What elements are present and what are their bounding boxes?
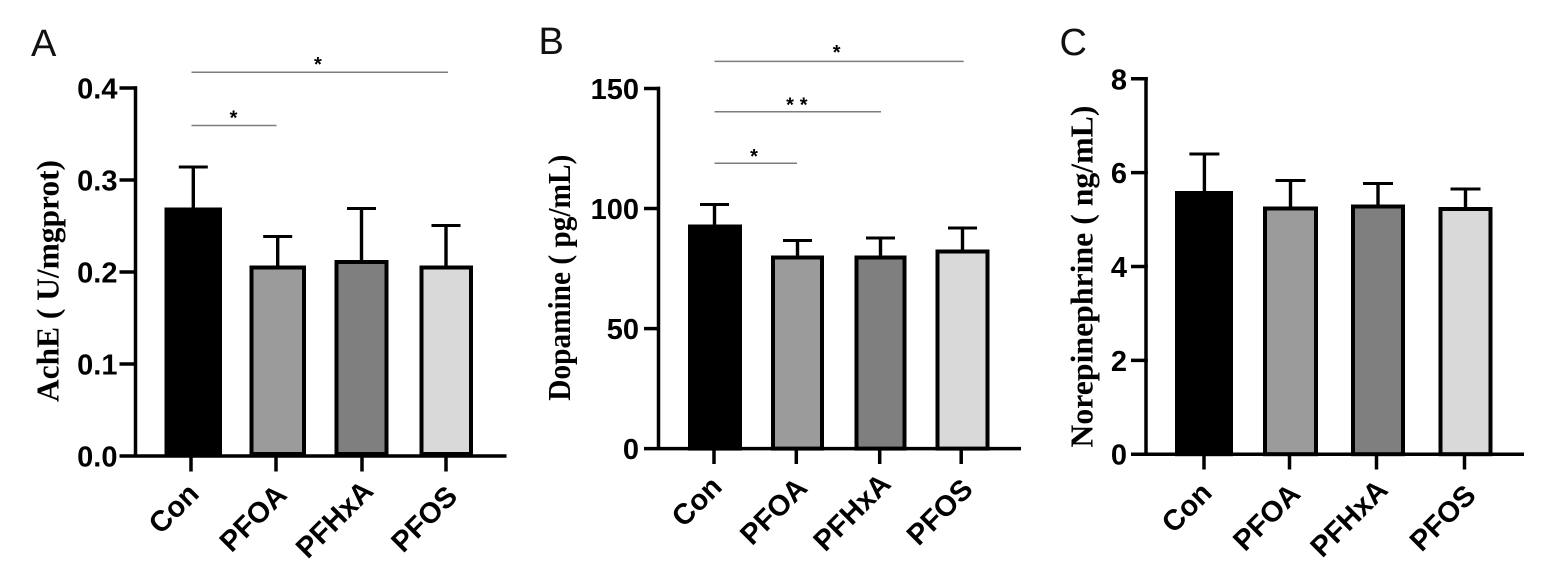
svg-text:*: * <box>230 108 238 130</box>
svg-text:8: 8 <box>1111 64 1127 96</box>
svg-text:*: * <box>786 94 794 116</box>
svg-text:0: 0 <box>1111 440 1127 472</box>
svg-text:50: 50 <box>607 314 639 346</box>
svg-text:*: * <box>314 54 322 76</box>
svg-text:2: 2 <box>1111 346 1127 378</box>
svg-text:Norepinephrine ( ng/mL): Norepinephrine ( ng/mL) <box>1064 106 1100 448</box>
svg-text:C: C <box>1060 22 1087 64</box>
svg-text:*: * <box>833 42 841 64</box>
svg-text:0.3: 0.3 <box>77 166 117 198</box>
svg-text:*: * <box>750 146 758 168</box>
svg-text:A: A <box>31 23 57 65</box>
svg-text:0.0: 0.0 <box>77 442 117 474</box>
svg-text:4: 4 <box>1111 252 1127 284</box>
svg-text:0.2: 0.2 <box>77 258 117 290</box>
svg-text:0.1: 0.1 <box>77 350 117 382</box>
svg-text:100: 100 <box>591 194 639 226</box>
svg-text:AchE ( U/mgprot): AchE ( U/mgprot) <box>30 160 66 402</box>
svg-text:0: 0 <box>623 434 639 466</box>
svg-text:*: * <box>800 94 808 116</box>
svg-text:Dopamine ( pg/mL): Dopamine ( pg/mL) <box>541 155 577 401</box>
svg-text:0.4: 0.4 <box>77 74 117 106</box>
svg-text:150: 150 <box>591 74 639 106</box>
svg-text:B: B <box>539 21 564 63</box>
svg-text:6: 6 <box>1111 158 1127 190</box>
